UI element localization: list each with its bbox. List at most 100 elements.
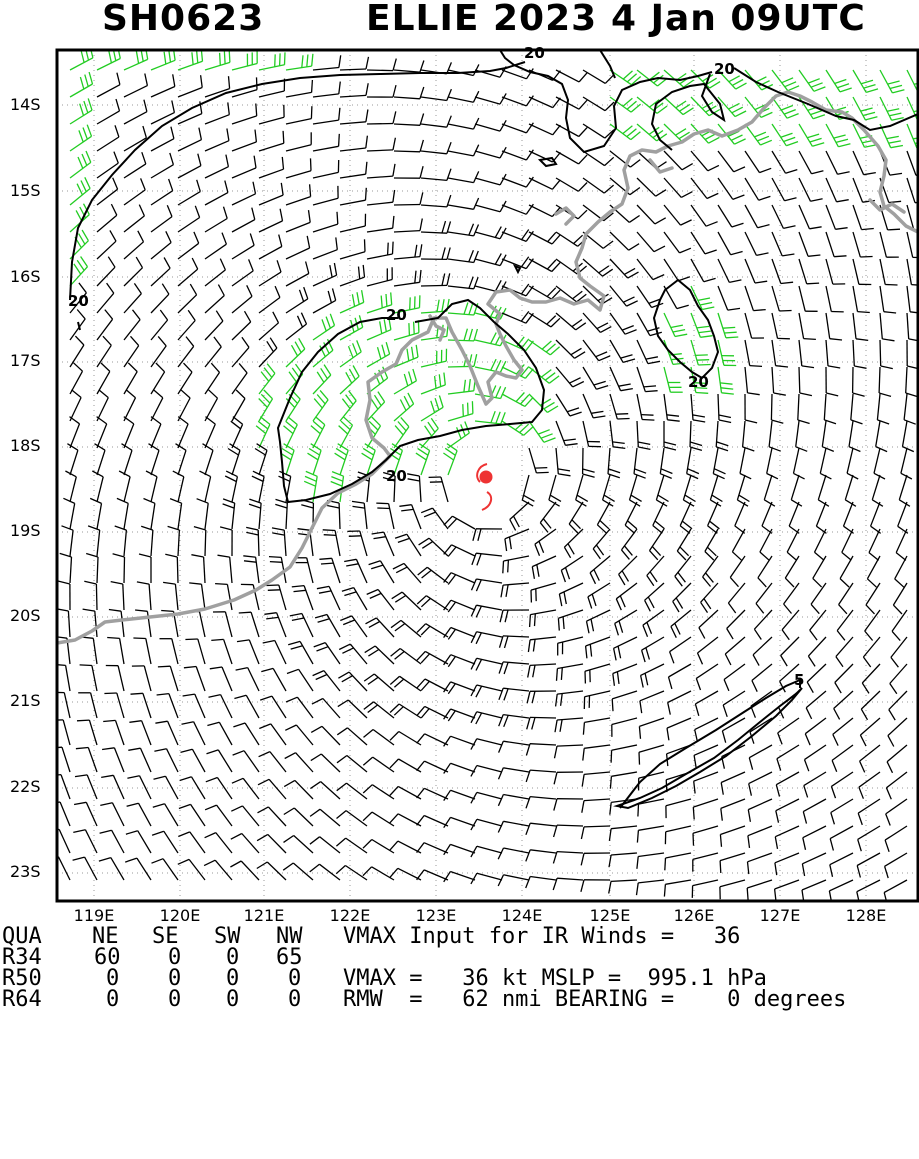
wind-barb (67, 444, 78, 475)
wind-barb (857, 853, 880, 878)
wind-barb (259, 752, 286, 772)
wind-barb (772, 340, 788, 367)
wind-barb (529, 448, 549, 473)
wind-barb (390, 786, 421, 799)
wind-barb (475, 201, 506, 212)
wind-barb (151, 205, 172, 232)
wind-barb (664, 232, 691, 253)
wind-barb (308, 444, 322, 475)
wind-barb (885, 853, 907, 878)
wind-barb (772, 151, 797, 173)
wind-barb (243, 556, 259, 583)
vmax-mslp-text: VMAX = 36 kt MSLP = 995.1 hPa (343, 968, 767, 989)
wind-barb (158, 666, 178, 691)
wind-barb (582, 772, 610, 787)
wind-barb (740, 448, 751, 479)
wind-barb (473, 529, 502, 541)
wind-barb (526, 877, 556, 889)
wind-barb (367, 59, 396, 71)
wind-barb (691, 151, 719, 171)
wind-barb (62, 526, 74, 556)
contour-label: 20 (386, 467, 407, 485)
wind-barb (752, 664, 772, 692)
r34-nw: 65 (276, 947, 303, 968)
wind-barb (634, 448, 646, 478)
tropical-cyclone-icon (477, 464, 492, 510)
wind-barb (275, 499, 287, 529)
wind-barb (366, 618, 395, 637)
wind-barb (132, 666, 151, 691)
wind-barb (637, 259, 664, 280)
wind-barb (90, 498, 101, 529)
wind-barb (724, 664, 745, 691)
wind-barb (109, 610, 124, 638)
wind-barb (529, 151, 560, 162)
wind-barb (680, 502, 692, 533)
wind-barb (526, 744, 556, 756)
lon-label: 124E (502, 906, 543, 924)
wind-barb (417, 816, 448, 827)
wind-barb (730, 556, 745, 587)
wind-barb (259, 260, 281, 286)
wind-barb (151, 363, 165, 394)
wind-barb (720, 826, 745, 847)
wind-barb (799, 70, 825, 91)
wind-barb (146, 471, 157, 502)
wind-barb (390, 868, 421, 880)
wind-barb (73, 857, 97, 880)
wind-barb (502, 123, 533, 133)
wind-barb (782, 610, 799, 640)
wind-barb (313, 108, 340, 124)
wind-barb (471, 846, 502, 857)
wind-barb (394, 192, 423, 205)
wind-barb (183, 694, 205, 718)
contour-label: 20 (688, 373, 709, 391)
contour-label: 20 (386, 306, 407, 324)
lon-label: 122E (330, 906, 371, 924)
wind-barb (721, 772, 745, 795)
wind-barb (260, 696, 286, 718)
wind-barb (207, 750, 233, 772)
wind-barb (853, 313, 868, 340)
wind-barb (205, 363, 220, 394)
wind-barb (808, 637, 826, 666)
wind-barb (448, 401, 473, 421)
wind-barb (557, 664, 584, 681)
wind-barb (337, 756, 367, 773)
wind-barb (556, 691, 583, 706)
wind-barb (205, 102, 229, 124)
wind-barb (286, 287, 308, 313)
wind-barb (799, 340, 814, 368)
wind-barb (124, 231, 144, 259)
wind-barb (376, 503, 394, 529)
wind-barb (529, 178, 560, 189)
wind-barb (853, 205, 874, 230)
wind-barb (667, 718, 691, 740)
r50-sw: 0 (226, 968, 239, 989)
wind-barb (613, 664, 637, 686)
wind-barb (612, 691, 637, 711)
wind-barb (284, 780, 313, 799)
wind-barb (223, 499, 235, 529)
wind-barb (583, 259, 613, 276)
wind-barb (285, 753, 313, 772)
wind-barb (616, 583, 637, 610)
wind-barb (394, 114, 424, 126)
wind-barb (722, 718, 745, 743)
wind-barb (286, 184, 311, 205)
wind-barb (499, 741, 529, 752)
wind-barb (213, 612, 232, 637)
wind-barb (735, 502, 745, 533)
wind-barb (745, 178, 770, 200)
wind-barb (693, 853, 718, 872)
wind-barb (340, 239, 365, 259)
wind-barb (124, 74, 147, 98)
wind-barb (853, 367, 865, 396)
wind-barb (890, 664, 907, 694)
wind-barb (815, 529, 827, 560)
wind-barb (99, 858, 124, 880)
wind-barb (124, 310, 140, 340)
wind-barb (125, 858, 151, 880)
wind-barb (691, 259, 716, 282)
wind-barb (347, 531, 367, 556)
